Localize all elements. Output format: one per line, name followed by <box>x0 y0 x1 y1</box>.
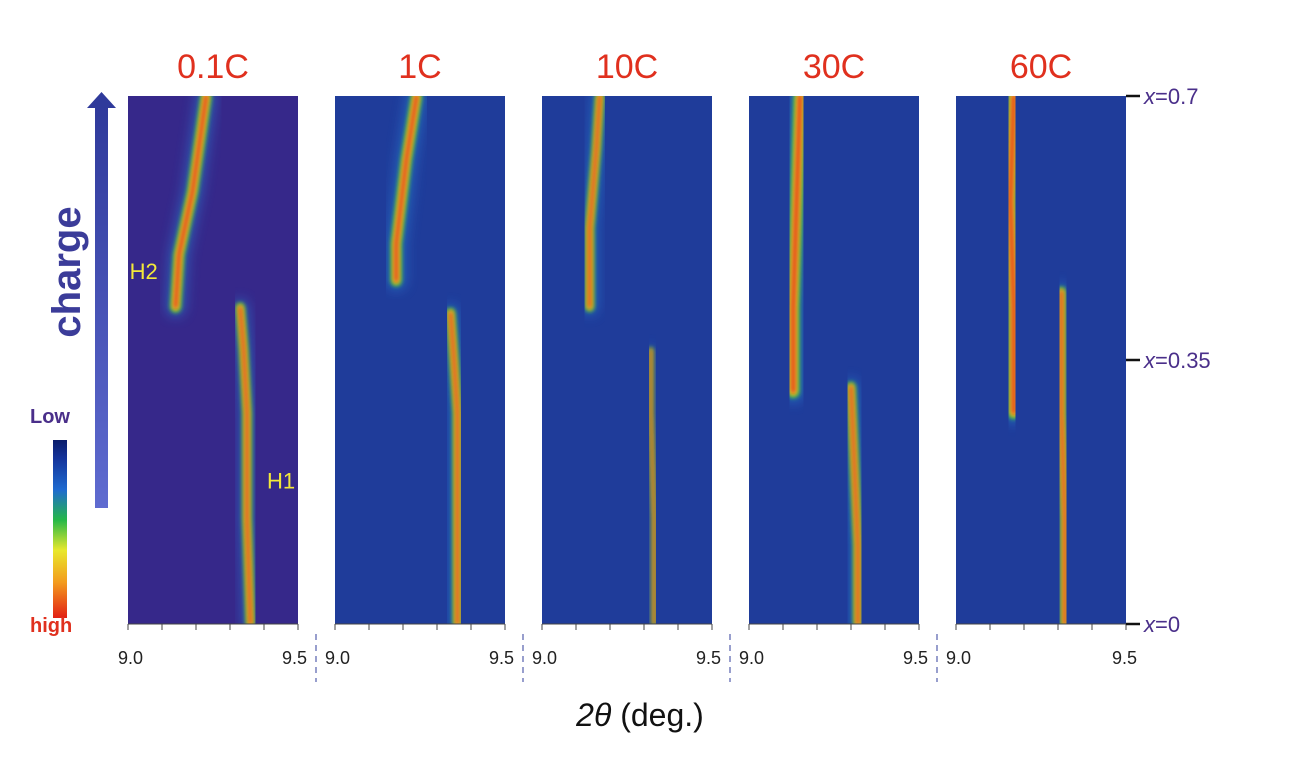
peak-ridge-2-layer-5 <box>1009 96 1016 415</box>
x-tick-label: 9.5 <box>903 648 928 668</box>
peak-ridge-2-layer-5 <box>588 96 601 309</box>
y-tick-label: x=0.35 <box>1143 348 1211 373</box>
panel-title: 30C <box>803 48 865 86</box>
y-tick-label: x=0.7 <box>1143 84 1198 109</box>
peak-label-h1: H1 <box>267 468 295 493</box>
colorbar-low-label: Low <box>30 406 70 428</box>
x-tick-label: 9.0 <box>118 648 143 668</box>
panel-background <box>335 96 505 624</box>
x-tick-label: 9.5 <box>489 648 514 668</box>
panel-title: 10C <box>596 48 658 86</box>
panel-background <box>956 96 1126 624</box>
peak-label-h2: H2 <box>130 259 158 284</box>
peak-ridge-1-layer-5 <box>650 348 655 624</box>
charge-arrow-head <box>87 92 116 108</box>
panel-1: H1 H2 0.1C <box>128 48 298 624</box>
x-tick-label: 9.0 <box>946 648 971 668</box>
colorbar <box>53 440 67 618</box>
panel-background <box>749 96 919 624</box>
y-tick-label: x=0 <box>1143 612 1180 637</box>
x-tick-label: 9.0 <box>532 648 557 668</box>
peak-ridge-1-layer-5 <box>1060 290 1066 624</box>
panel-3: 10C <box>542 48 712 624</box>
peak-ridge-1-layer-5 <box>449 311 459 624</box>
x-axis-label-unit: (deg.) <box>611 697 703 733</box>
peak-ridge-2-layer-5 <box>791 96 802 394</box>
charge-arrow <box>87 92 116 508</box>
peak-ridge-2-layer-5 <box>395 96 418 282</box>
x-tick-label: 9.5 <box>1112 648 1137 668</box>
peak-ridge-1-layer-5 <box>239 306 252 624</box>
x-tick-label: 9.0 <box>325 648 350 668</box>
peak-ridge-2-layer-5 <box>174 96 208 309</box>
panel-background <box>128 96 298 624</box>
panel-5: 60C <box>956 48 1126 624</box>
side-label: charge <box>45 206 89 337</box>
charge-arrow-shaft <box>95 106 108 508</box>
panel-background <box>542 96 712 624</box>
x-tick-label: 9.5 <box>282 648 307 668</box>
x-axis-label-var: 2θ <box>575 697 612 733</box>
x-axis-label: 2θ (deg.) <box>575 697 704 733</box>
panel-title: 1C <box>398 48 441 86</box>
x-tick-label: 9.0 <box>739 648 764 668</box>
panel-title: 60C <box>1010 48 1072 86</box>
peak-ridge-1-layer-5 <box>850 385 859 624</box>
panel-title: 0.1C <box>177 48 249 86</box>
colorbar-high-label: high <box>30 615 72 637</box>
panel-4: 30C <box>749 48 919 624</box>
panel-2: 1C <box>335 48 505 624</box>
x-tick-label: 9.5 <box>696 648 721 668</box>
